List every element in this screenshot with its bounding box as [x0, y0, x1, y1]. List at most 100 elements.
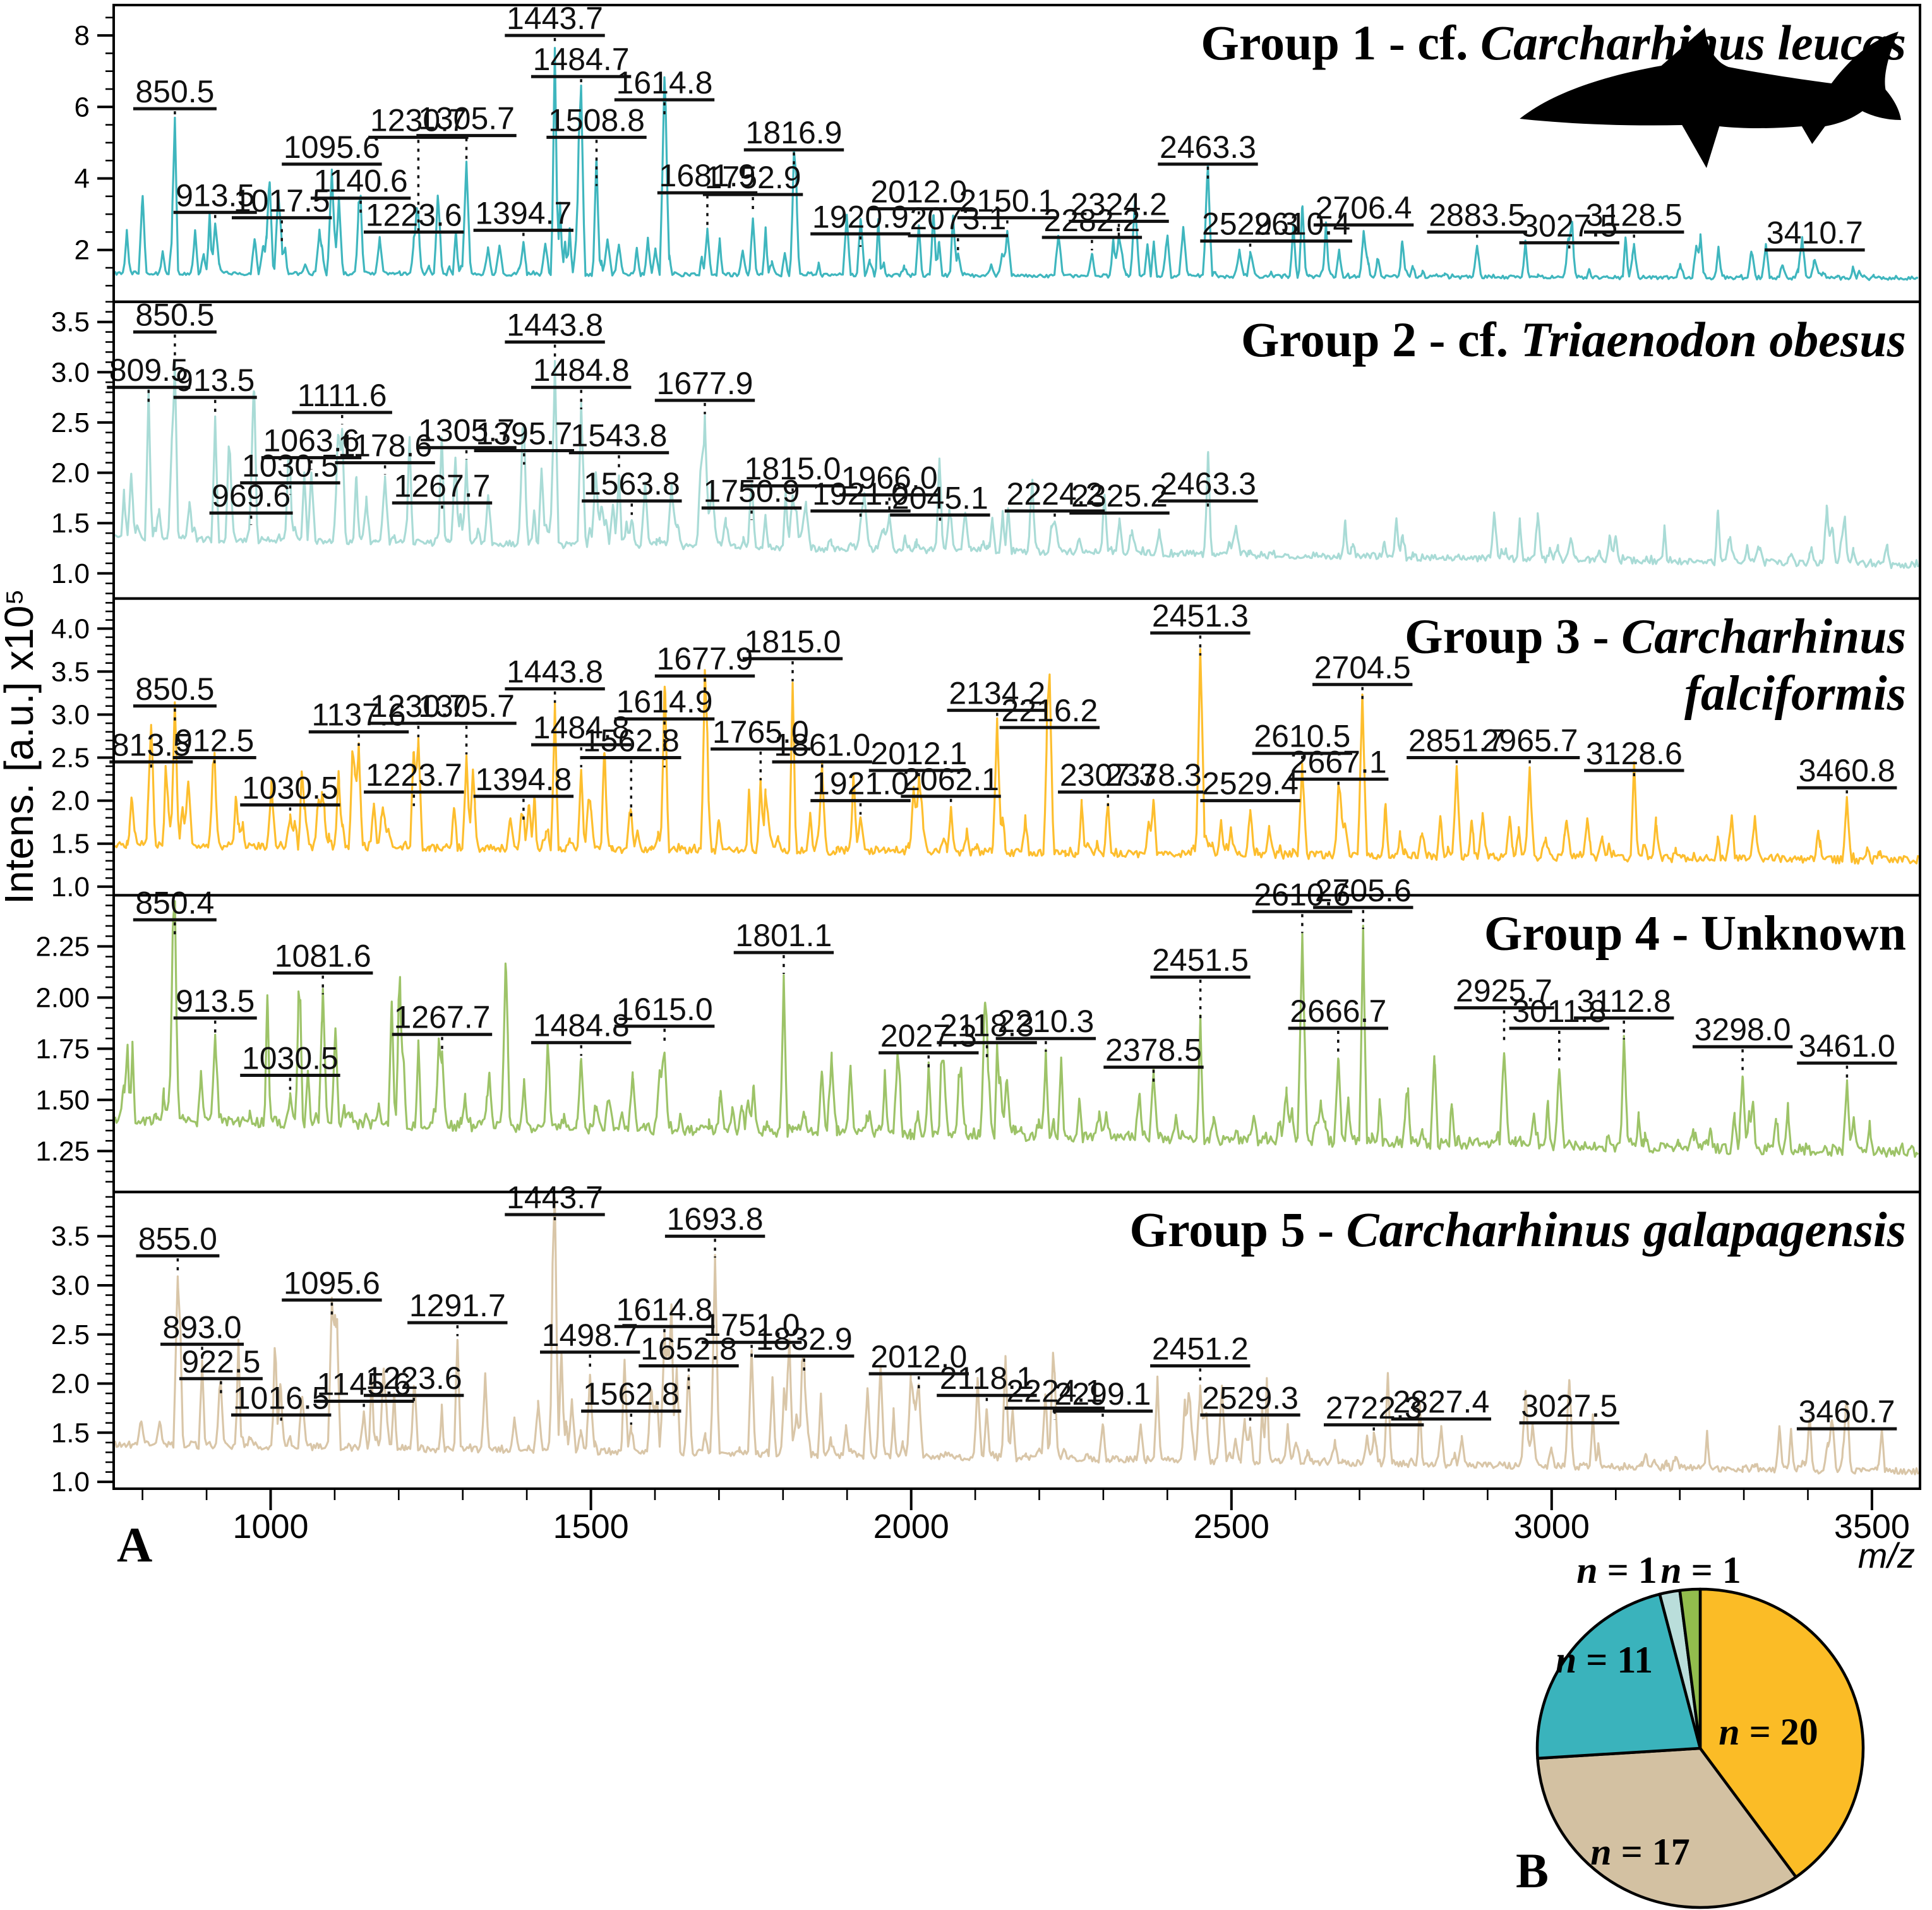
- y-tick-label: 1.25: [35, 1136, 90, 1167]
- spectrum-trace: [114, 647, 1919, 865]
- peak-label: 3410.7: [1767, 215, 1863, 251]
- peak-label: 2925.7: [1456, 973, 1552, 1009]
- y-tick-label: 2.0: [51, 786, 90, 817]
- peak-label: 922.5: [181, 1344, 260, 1379]
- peak-label: 2324.2: [1071, 186, 1167, 222]
- y-tick-label: 6: [75, 92, 90, 123]
- peak-label: 1614.8: [616, 65, 713, 100]
- y-tick-label: 3.0: [51, 699, 90, 730]
- panel-title: Group 5 - Carcharhinus galapagensis: [1129, 1202, 1906, 1257]
- peak-label: 3011.8: [1512, 994, 1606, 1029]
- peak-label: 1030.5: [242, 448, 339, 484]
- peak-label: 2463.3: [1160, 466, 1256, 502]
- peak-label: 1230.7: [370, 102, 467, 138]
- peak-label: 1443.7: [507, 1180, 603, 1215]
- peak-label: 850.5: [135, 74, 214, 109]
- x-tick-label: 3500: [1834, 1508, 1910, 1546]
- peak-label: 1484.8: [533, 710, 630, 745]
- panel-title: Group 4 - Unknown: [1484, 905, 1906, 960]
- peak-label: 850.4: [135, 885, 214, 920]
- panel-title: Group 1 - cf. Carcharhinus leucas: [1201, 15, 1906, 70]
- peak-label: 2705.6: [1315, 873, 1412, 908]
- peak-label: 3298.0: [1695, 1012, 1791, 1047]
- y-tick-label: 2.0: [51, 458, 90, 489]
- peak-label: 913.5: [176, 983, 255, 1019]
- y-tick-label: 3.5: [51, 656, 90, 687]
- peak-label: 2012.1: [870, 736, 967, 771]
- peak-label: 2851.7: [1408, 723, 1505, 759]
- x-axis: 1000 1500 2000 2500 3000 3500: [141, 1489, 1910, 1546]
- y-tick-label: 3.0: [51, 357, 90, 388]
- peak-label: 2027.3: [880, 1018, 977, 1054]
- peak-label: 1832.9: [756, 1321, 853, 1357]
- pie-slice-label-3: n = 11: [1556, 1639, 1653, 1681]
- shark-icon: [1520, 28, 1901, 168]
- peak-label: 1563.8: [584, 466, 680, 502]
- peak-label: 1615.0: [616, 992, 713, 1027]
- peak-label: 2667.1: [1290, 745, 1387, 780]
- panel-b-label: B: [1516, 1843, 1549, 1898]
- peak-label: 2666.7: [1290, 994, 1386, 1029]
- peak-label: 2012.0: [870, 174, 967, 210]
- peak-label: 1751.0: [704, 1307, 800, 1343]
- peak-label: 1394.7: [475, 196, 572, 231]
- peak-label: 1291.7: [409, 1288, 506, 1323]
- peak-label: 1693.8: [667, 1201, 764, 1237]
- peak-label: 1966.0: [841, 460, 938, 496]
- peak-label: 1750.9: [704, 473, 800, 508]
- peak-label: 2307.3: [1060, 757, 1156, 793]
- peak-label: 2451.5: [1152, 942, 1249, 978]
- pie-slice-label-1: n = 20: [1719, 1711, 1818, 1753]
- x-axis-label: m/z: [1858, 1535, 1915, 1575]
- peak-label: 913.5: [176, 363, 255, 398]
- peak-label: 2610.5: [1254, 719, 1350, 754]
- peak-label: 1652.8: [640, 1331, 737, 1367]
- peak-label: 2378.3: [1105, 757, 1202, 793]
- y-tick-label: 1.5: [51, 508, 90, 539]
- y-tick-label: 1.0: [51, 872, 90, 903]
- peak-label: 1861.0: [774, 727, 870, 762]
- peak-label: 2118.1: [940, 1360, 1034, 1396]
- spectrum-panel-4: 1.25 1.50 1.75 2.00 2.25 850.4 913.5 1030.5 1081…: [35, 873, 1921, 1194]
- y-tick-label: 2.5: [51, 1319, 90, 1350]
- panel-title-line2: falciformis: [1684, 666, 1906, 721]
- x-tick-label: 2000: [873, 1508, 949, 1546]
- peak-label: 1484.8: [533, 1008, 630, 1043]
- peak-label: 1677.9: [657, 641, 753, 676]
- x-tick-label: 2500: [1194, 1508, 1269, 1546]
- peak-label: 1484.8: [533, 352, 630, 388]
- peak-label: 2378.5: [1105, 1033, 1202, 1068]
- peak-label: 3460.8: [1799, 753, 1895, 788]
- peak-label: 1484.7: [533, 42, 630, 77]
- peak-label: 1562.8: [583, 1376, 680, 1412]
- peak-label: 1095.6: [284, 129, 380, 165]
- peak-label: 1815.0: [745, 624, 841, 659]
- peak-label: 1765.0: [712, 714, 809, 750]
- peak-label: 850.5: [135, 671, 214, 707]
- peak-label: 1920.9: [812, 199, 909, 234]
- pie-slice-label-4: n = 1: [1576, 1549, 1657, 1591]
- peak-label: 3461.0: [1799, 1028, 1895, 1064]
- peak-label: 1305.7: [418, 413, 515, 448]
- peak-label: 2965.7: [1482, 723, 1578, 759]
- peak-label: 1030.5: [242, 1041, 339, 1076]
- peak-label: 1223.6: [366, 1360, 462, 1396]
- y-tick-label: 1.5: [51, 829, 90, 860]
- x-tick-label: 1000: [232, 1508, 308, 1546]
- peak-label: 2529.3: [1202, 207, 1299, 242]
- y-tick-label: 2.5: [51, 743, 90, 774]
- peak-label: 1030.5: [242, 770, 339, 805]
- peak-label: 2827.4: [1393, 1384, 1489, 1420]
- peak-label: 1223.7: [366, 757, 462, 793]
- peak-label: 1394.8: [475, 762, 572, 797]
- peak-label: 1395.7: [476, 416, 572, 452]
- peak-label: 912.5: [175, 723, 254, 759]
- panel-title: Group 2 - cf. Triaenodon obesus: [1241, 312, 1906, 367]
- peak-label: 2224.2: [1007, 476, 1103, 512]
- peak-label: 1443.8: [507, 654, 603, 690]
- peak-label: 3027.5: [1521, 208, 1617, 243]
